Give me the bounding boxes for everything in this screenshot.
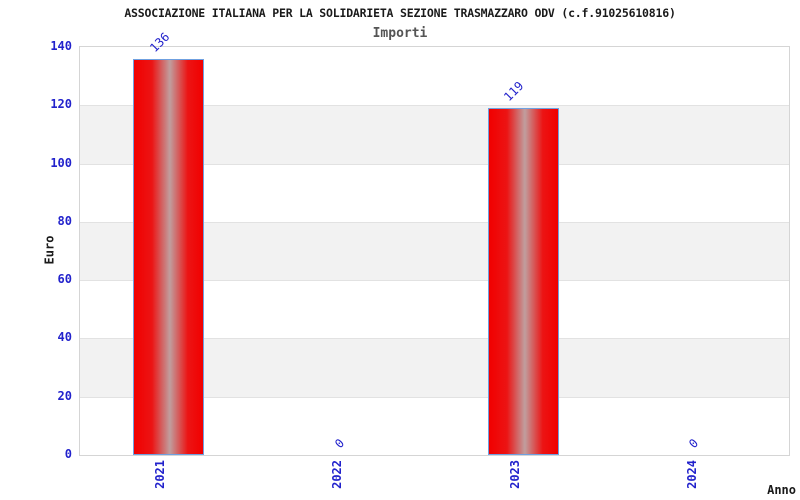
chart-subtitle: Importi	[372, 26, 428, 41]
gridline	[80, 221, 789, 223]
y-tick-label: 100	[50, 155, 72, 170]
x-tick-label: 2021	[153, 460, 168, 489]
y-tick-label: 20	[57, 388, 72, 403]
gridline	[80, 163, 789, 165]
gridline	[80, 396, 789, 398]
x-axis-label: Anno	[767, 483, 796, 497]
x-tick-label: 2022	[330, 460, 345, 489]
chart-title: ASSOCIAZIONE ITALIANA PER LA SOLIDARIETA…	[124, 6, 676, 20]
y-tick-label: 140	[50, 39, 72, 53]
bar-2021	[133, 58, 205, 455]
y-axis-label-wrap: Euro	[40, 224, 58, 276]
x-tick-label: 2023	[507, 460, 522, 489]
y-tick-label: 120	[50, 97, 72, 112]
gridline	[80, 105, 789, 107]
y-tick-label: 60	[57, 272, 72, 287]
gridline	[80, 280, 789, 282]
y-tick-label: 80	[57, 213, 72, 228]
y-tick-label: 40	[57, 330, 72, 345]
gridline	[80, 338, 789, 340]
x-tick-label: 2024	[684, 460, 699, 489]
bar-2023	[487, 108, 559, 455]
plot-area: 136 0 119 0	[79, 29, 790, 456]
y-tick-label: 0	[64, 447, 72, 461]
y-axis-label: Euro	[42, 235, 56, 265]
